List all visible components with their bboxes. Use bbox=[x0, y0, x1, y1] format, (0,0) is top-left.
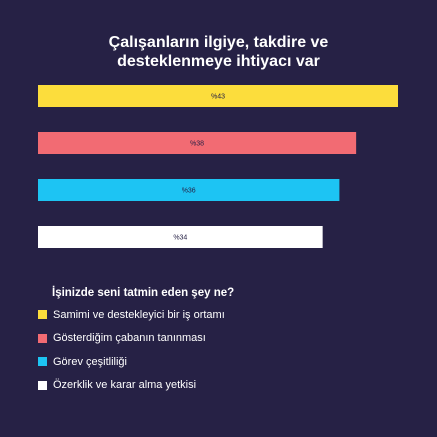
legend-swatch-1 bbox=[38, 310, 47, 319]
bar-label-4: %34 bbox=[173, 235, 187, 242]
chart-title-line-1: Çalışanların ilgiye, takdire ve bbox=[108, 34, 329, 51]
bar-4 bbox=[38, 226, 323, 248]
legend-label-4: Özerklik ve karar alma yetkisi bbox=[53, 379, 197, 391]
legend-list: Samimi ve destekleyici bir iş ortamı Gös… bbox=[38, 309, 234, 391]
legend-item-3: Görev çeşitliliği bbox=[38, 355, 234, 368]
legend-swatch-4 bbox=[38, 380, 47, 390]
bar-label-1: %43 bbox=[211, 94, 225, 101]
bar-1 bbox=[38, 85, 398, 107]
legend-item-4: Özerklik ve karar alma yetkisi bbox=[38, 379, 234, 391]
legend-title: İşinizde seni tatmin eden şey ne? bbox=[52, 287, 235, 299]
legend-label-3: Görev çeşitliliği bbox=[53, 355, 127, 368]
chart-title-line-2: desteklenmeye ihtiyacı var bbox=[117, 53, 320, 70]
bar-label-3: %36 bbox=[182, 188, 196, 195]
legend: İşinizde seni tatmin eden şey ne? Samimi… bbox=[38, 286, 234, 403]
chart-title: Çalışanların ilgiye, takdire ve destekle… bbox=[0, 33, 437, 71]
bar-label-2: %38 bbox=[190, 141, 204, 148]
bar-2 bbox=[38, 132, 357, 154]
legend-swatch-3 bbox=[38, 357, 47, 366]
legend-swatch-2 bbox=[38, 333, 47, 343]
legend-item-2: Gösterdiğim çabanın tanınması bbox=[38, 332, 234, 344]
legend-label-2: Gösterdiğim çabanın tanınması bbox=[53, 332, 206, 344]
legend-label-1: Samimi ve destekleyici bir iş ortamı bbox=[53, 308, 225, 321]
legend-item-1: Samimi ve destekleyici bir iş ortamı bbox=[38, 308, 234, 321]
bar-3 bbox=[38, 179, 340, 201]
